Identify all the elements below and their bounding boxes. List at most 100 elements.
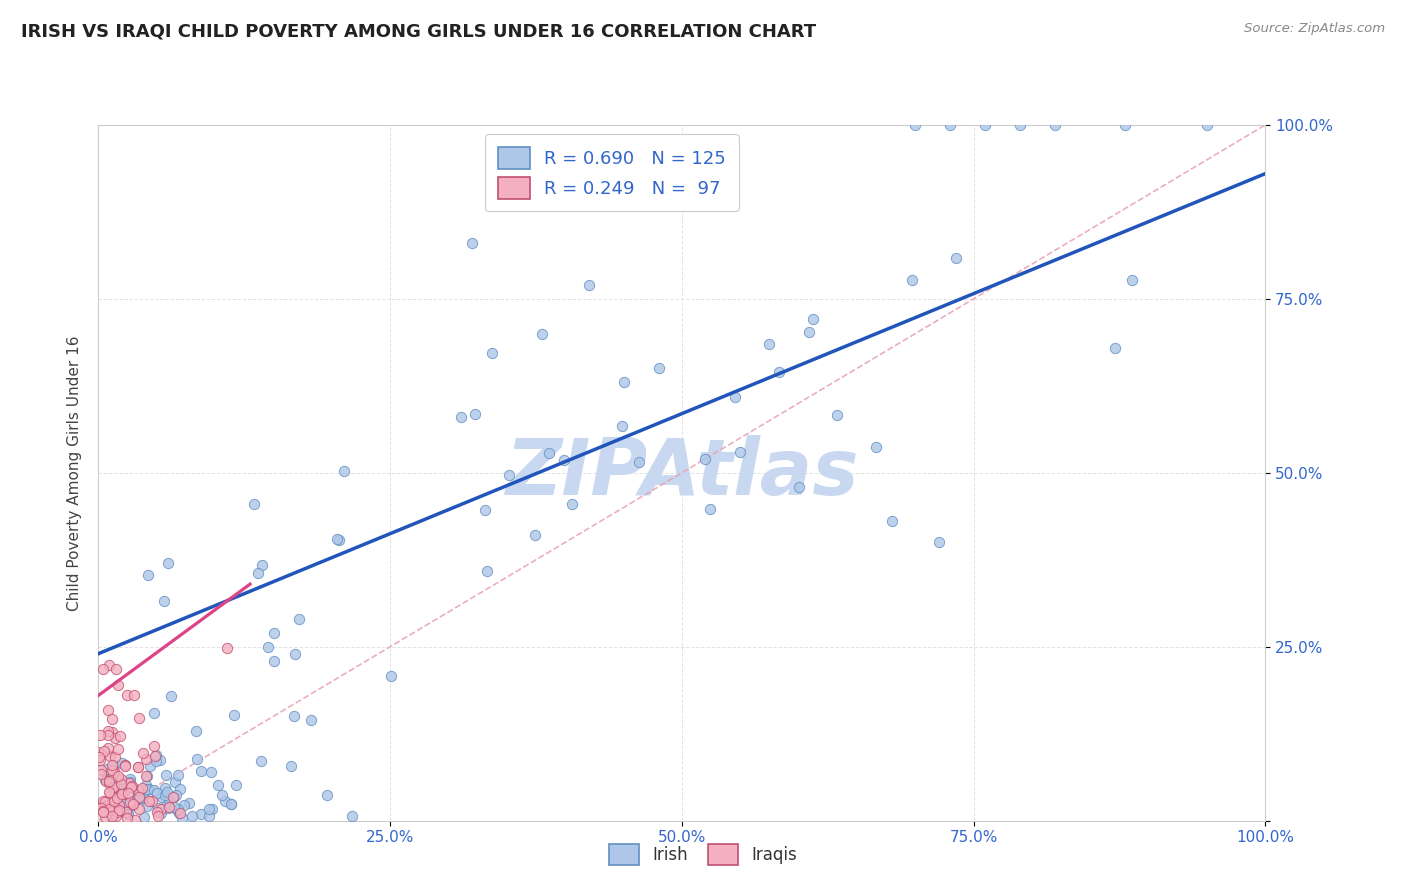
Point [110, 772, 132, 787]
Point [108, 797, 131, 812]
Point [243, 497, 266, 511]
Point [107, 678, 129, 692]
Point [647, 361, 669, 376]
Point [155, 781, 177, 796]
Point [481, 345, 503, 359]
Point [128, 801, 150, 815]
Point [97, 728, 120, 742]
Point [758, 336, 780, 351]
Point [97, 702, 120, 716]
Point [131, 746, 153, 760]
Point [148, 809, 170, 823]
Text: ZIPAtlas: ZIPAtlas [505, 434, 859, 511]
Point [100, 792, 122, 806]
Point [1121, 272, 1143, 286]
Point [825, 408, 848, 422]
Point [96, 762, 118, 776]
Point [155, 768, 177, 782]
Point [94, 774, 117, 789]
Point [939, 118, 962, 132]
Point [128, 789, 150, 804]
Text: Source: ZipAtlas.com: Source: ZipAtlas.com [1244, 22, 1385, 36]
Point [246, 566, 269, 580]
Point [101, 763, 124, 777]
Point [316, 789, 339, 803]
Point [284, 647, 307, 661]
Point [89, 802, 111, 816]
Point [537, 446, 560, 460]
Point [155, 799, 177, 814]
Point [287, 612, 309, 626]
Point [153, 594, 176, 608]
Point [120, 780, 142, 794]
Point [156, 801, 179, 815]
Point [142, 739, 165, 754]
Point [138, 794, 160, 808]
Point [98, 772, 121, 787]
Point [110, 786, 132, 800]
Point [150, 789, 173, 804]
Point [530, 326, 553, 341]
Point [135, 799, 157, 814]
Point [225, 778, 247, 792]
Point [474, 503, 496, 517]
Point [91, 800, 114, 814]
Point [974, 118, 997, 132]
Point [127, 788, 149, 802]
Point [1010, 118, 1032, 132]
Point [163, 775, 186, 789]
Point [190, 807, 212, 822]
Point [108, 730, 131, 744]
Point [135, 769, 157, 783]
Point [1195, 118, 1218, 132]
Point [98, 802, 121, 816]
Point [207, 778, 229, 792]
Point [90, 763, 112, 777]
Point [87, 745, 110, 759]
Point [190, 764, 212, 778]
Point [301, 713, 323, 727]
Point [104, 796, 127, 810]
Point [103, 803, 125, 817]
Point [91, 805, 114, 819]
Point [124, 814, 146, 828]
Point [217, 640, 239, 655]
Point [121, 798, 143, 813]
Point [104, 750, 127, 764]
Point [283, 709, 305, 723]
Point [131, 781, 153, 796]
Point [110, 777, 132, 791]
Point [263, 654, 285, 668]
Point [89, 754, 111, 768]
Point [197, 802, 219, 816]
Point [143, 749, 166, 764]
Point [112, 797, 135, 811]
Point [928, 535, 950, 549]
Point [138, 782, 160, 797]
Point [114, 757, 136, 772]
Point [115, 688, 138, 702]
Point [797, 326, 820, 340]
Point [612, 418, 634, 433]
Point [122, 688, 145, 702]
Point [250, 558, 273, 573]
Point [159, 689, 181, 703]
Point [167, 802, 190, 816]
Point [177, 796, 200, 810]
Point [655, 194, 678, 208]
Point [94, 772, 117, 787]
Legend: R = 0.690   N = 125, R = 0.249   N =  97: R = 0.690 N = 125, R = 0.249 N = 97 [485, 134, 740, 211]
Point [904, 118, 927, 132]
Point [91, 794, 114, 808]
Point [136, 567, 159, 582]
Point [103, 764, 125, 779]
Point [117, 806, 139, 821]
Point [101, 803, 124, 817]
Point [186, 752, 208, 766]
Point [900, 273, 922, 287]
Point [127, 782, 149, 797]
Point [114, 758, 136, 772]
Point [169, 805, 191, 820]
Point [117, 806, 139, 821]
Point [107, 741, 129, 756]
